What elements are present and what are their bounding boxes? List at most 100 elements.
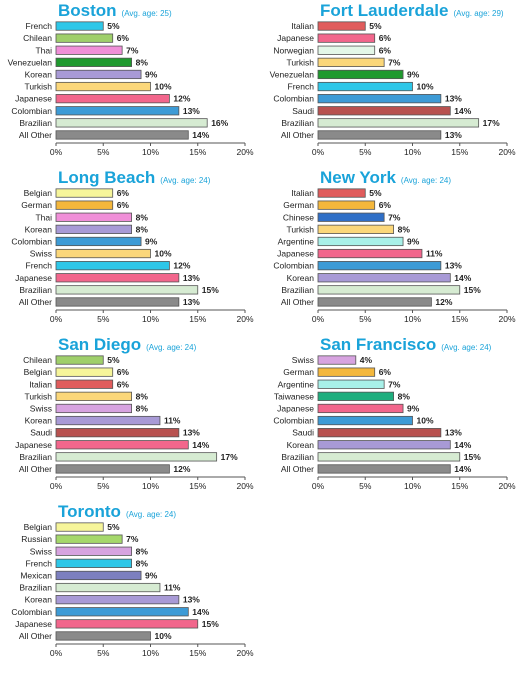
category-label: Japanese <box>277 249 314 259</box>
category-label: Chilean <box>23 33 52 43</box>
bar-mexican <box>55 570 142 581</box>
value-label: 12% <box>173 464 190 474</box>
value-label: 7% <box>388 212 401 222</box>
value-label: 17% <box>221 452 238 462</box>
bar-japanese <box>55 273 180 283</box>
category-label: Italian <box>291 21 314 31</box>
bar-chilean <box>55 33 114 43</box>
category-label: Swiss <box>30 249 52 259</box>
value-label: 10% <box>155 82 172 92</box>
category-label: Japanese <box>15 619 52 629</box>
category-label: Swiss <box>292 355 314 365</box>
bar-japanese <box>55 440 189 450</box>
bar-japanese <box>55 94 170 104</box>
value-label: 10% <box>155 249 172 259</box>
x-tick-label: 5% <box>97 481 110 491</box>
category-label: Korean <box>25 69 53 79</box>
x-tick-label: 0% <box>50 314 63 324</box>
value-label: 11% <box>164 583 181 593</box>
category-label: Belgian <box>24 188 53 198</box>
bar-belgian <box>55 367 114 377</box>
value-label: 8% <box>136 57 149 67</box>
category-label: Chinese <box>283 212 314 222</box>
x-tick-label: 20% <box>498 481 515 491</box>
category-label: Saudi <box>292 106 314 116</box>
bar-german <box>317 367 376 377</box>
chart-san-francisco: San Francisco (Avg. age: 24) Swiss 4% German… <box>262 334 524 501</box>
bar-colombian <box>55 607 189 617</box>
value-label: 7% <box>388 57 401 67</box>
category-label: Norwegian <box>273 45 314 55</box>
chart-san-diego: San Diego (Avg. age: 24) Chilean 5% Belgian 6… <box>0 334 262 501</box>
category-label: Swiss <box>30 403 52 413</box>
x-tick-label: 15% <box>189 481 206 491</box>
category-label: Colombian <box>11 236 52 246</box>
category-label: Colombian <box>11 106 52 116</box>
value-label: 10% <box>417 82 434 92</box>
bar-turkish <box>317 57 385 67</box>
category-label: Thai <box>35 212 52 222</box>
chart-subtitle: (Avg. age: 24) <box>401 176 451 185</box>
x-tick-label: 0% <box>50 481 63 491</box>
category-label: All Other <box>281 464 314 474</box>
x-tick-label: 20% <box>498 314 515 324</box>
category-label: Japanese <box>15 94 52 104</box>
category-label: Swiss <box>30 546 52 556</box>
x-tick-label: 5% <box>97 648 110 658</box>
bar-korean <box>55 415 161 426</box>
x-tick-label: 5% <box>97 147 110 157</box>
chart-long-beach: Long Beach (Avg. age: 24) Belgian 6% German 6… <box>0 167 262 334</box>
category-label: Korean <box>287 273 315 283</box>
bar-colombian <box>317 94 442 104</box>
bar-italian <box>317 21 366 31</box>
x-tick-label: 0% <box>50 147 63 157</box>
bar-venezuelan <box>55 57 132 67</box>
value-label: 12% <box>173 261 190 271</box>
category-label: Korean <box>287 440 315 450</box>
bar-colombian <box>317 415 413 426</box>
bar-french <box>55 261 170 271</box>
bar-all-other <box>55 130 189 140</box>
x-tick-label: 20% <box>236 648 253 658</box>
category-label: Brazilian <box>19 285 52 295</box>
bar-french <box>317 81 413 92</box>
bar-turkish <box>317 224 394 234</box>
value-label: 13% <box>445 428 462 438</box>
value-label: 12% <box>173 94 190 104</box>
x-tick-label: 10% <box>142 147 159 157</box>
bar-german <box>55 200 114 210</box>
chart-title: Toronto <box>58 502 121 521</box>
category-label: All Other <box>19 297 52 307</box>
value-label: 6% <box>117 33 130 43</box>
category-label: Korean <box>25 416 53 426</box>
x-tick-label: 15% <box>189 648 206 658</box>
value-label: 9% <box>145 69 158 79</box>
category-label: Turkish <box>286 57 314 67</box>
value-label: 9% <box>407 403 420 413</box>
category-label: Turkish <box>24 391 52 401</box>
x-tick-label: 0% <box>312 314 325 324</box>
category-label: Korean <box>25 224 53 234</box>
value-label: 10% <box>155 631 172 641</box>
category-label: Venezuelan <box>270 69 315 79</box>
value-label: 13% <box>445 130 462 140</box>
value-label: 14% <box>454 440 471 450</box>
value-label: 14% <box>192 130 209 140</box>
category-label: Venezuelan <box>8 57 53 67</box>
bar-japanese <box>317 403 404 414</box>
category-label: Colombian <box>273 94 314 104</box>
value-label: 6% <box>379 200 392 210</box>
bar-belgian <box>55 188 114 198</box>
value-label: 8% <box>398 224 411 234</box>
value-label: 8% <box>136 212 149 222</box>
category-label: Belgian <box>24 522 53 532</box>
chart-svg: San Diego (Avg. age: 24) Chilean 5% Belgian 6… <box>15 335 254 491</box>
value-label: 12% <box>435 297 452 307</box>
value-label: 6% <box>117 200 130 210</box>
x-tick-label: 20% <box>236 314 253 324</box>
x-tick-label: 15% <box>189 147 206 157</box>
category-label: Mexican <box>20 570 52 580</box>
category-label: Argentine <box>278 379 315 389</box>
value-label: 13% <box>445 94 462 104</box>
